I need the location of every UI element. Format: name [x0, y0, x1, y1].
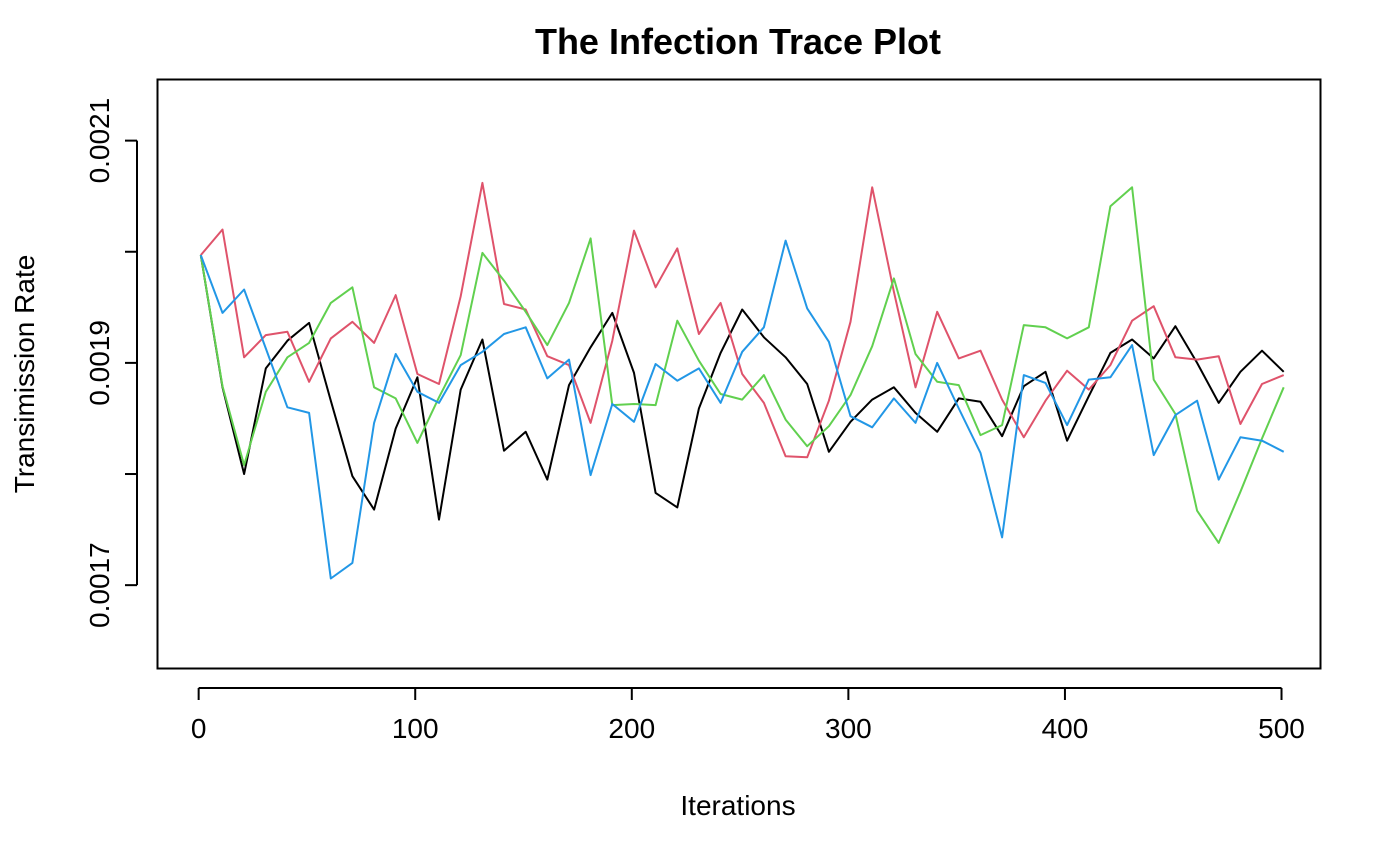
plot-frame — [156, 78, 1322, 670]
x-axis-label: Iterations — [680, 790, 795, 821]
x-tick-label: 300 — [825, 713, 872, 744]
trace-line-1 — [199, 254, 1285, 521]
series-layer — [199, 181, 1285, 580]
x-tick-label: 0 — [191, 713, 207, 744]
chart-title: The Infection Trace Plot — [535, 21, 941, 62]
y-axis: 0.0017 0.0019 0.0021 — [84, 98, 138, 628]
y-tick-label: 0.0017 — [84, 542, 115, 628]
x-tick-label: 200 — [608, 713, 655, 744]
trace-line-2 — [200, 181, 1285, 459]
trace-line-3 — [199, 186, 1285, 544]
y-axis-label: Transimission Rate — [9, 255, 40, 494]
trace-line-4 — [199, 239, 1285, 580]
x-tick-label: 100 — [392, 713, 439, 744]
y-tick-label: 0.0019 — [84, 320, 115, 406]
x-tick-label: 500 — [1258, 713, 1305, 744]
x-axis: 0 100 200 300 400 500 — [191, 687, 1305, 744]
y-tick-label: 0.0021 — [84, 98, 115, 184]
x-tick-label: 400 — [1042, 713, 1089, 744]
